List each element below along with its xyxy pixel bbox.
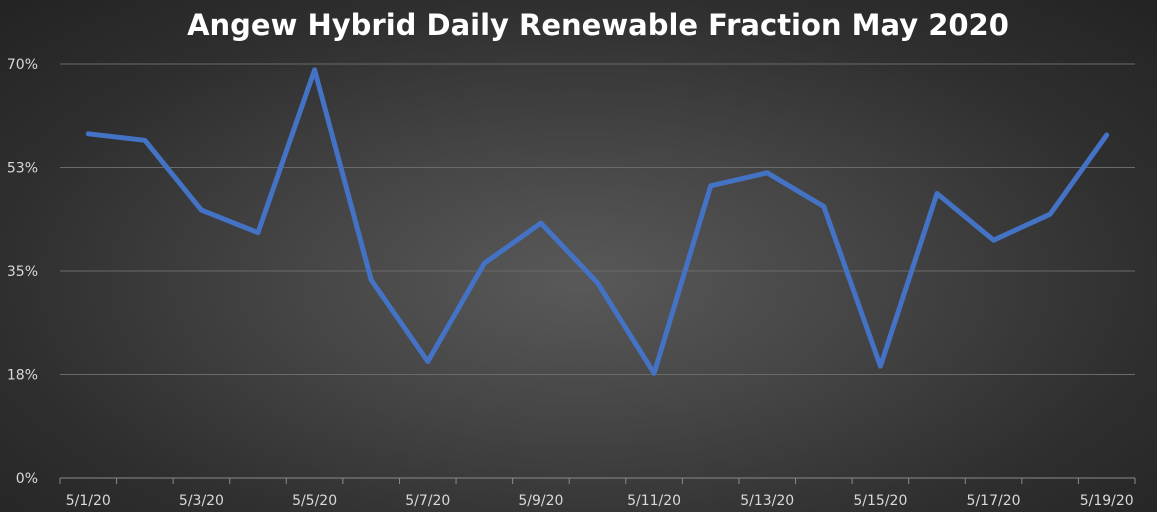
x-tick-label: 5/9/20 [518,493,563,509]
y-tick-label: 18% [7,368,38,384]
y-tick-label: 35% [7,264,38,280]
x-tick-label: 5/19/20 [1080,493,1134,509]
y-tick-label: 53% [7,161,38,177]
x-tick-label: 5/5/20 [292,493,337,509]
y-axis-tick-labels: 0% 18% 35% 53% 70% [7,57,38,487]
x-tick-label: 5/3/20 [179,493,224,509]
x-tick-label: 5/11/20 [627,493,681,509]
x-tick-label: 5/17/20 [967,493,1021,509]
x-tick-label: 5/13/20 [740,493,794,509]
x-tick-label: 5/7/20 [405,493,450,509]
series-group [85,67,1110,376]
series-line [85,67,1110,376]
y-tick-label: 0% [16,471,38,487]
x-tick-label: 5/1/20 [66,493,111,509]
x-tick-label: 5/15/20 [853,493,907,509]
y-tick-label: 70% [7,57,38,73]
x-axis: 5/1/20 5/3/20 5/5/20 5/7/20 5/9/20 5/11/20 5/1… [59,477,1136,509]
chart-title: Angew Hybrid Daily Renewable Fraction Ma… [187,8,1009,42]
gridlines [60,63,1135,375]
